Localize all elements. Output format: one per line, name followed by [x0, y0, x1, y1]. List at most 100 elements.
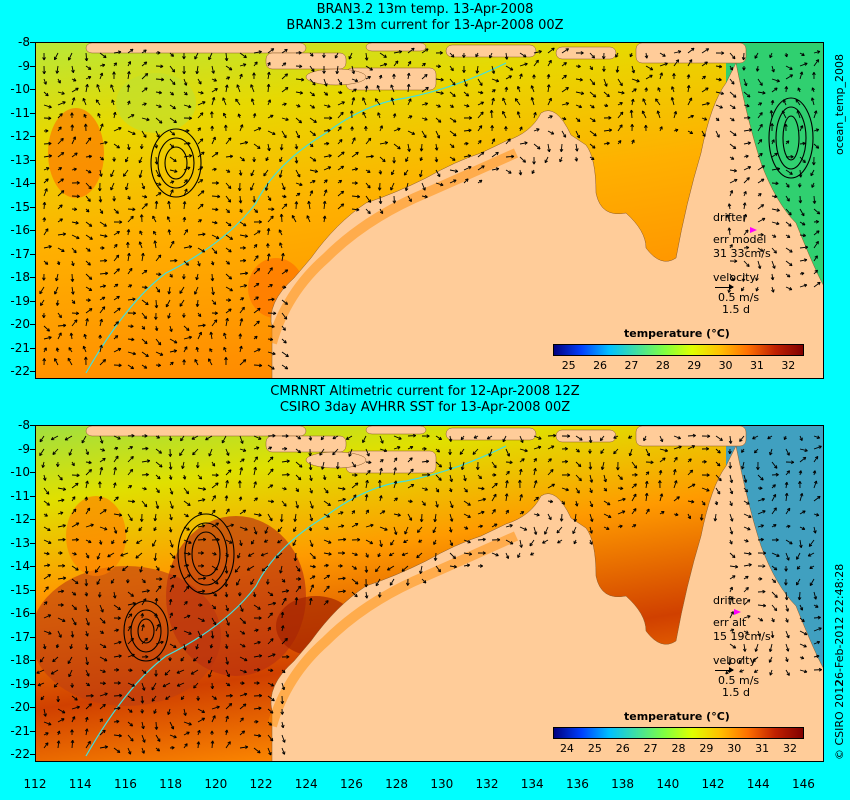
top-y-tick: -13	[0, 154, 35, 166]
top-err-label: err model	[713, 233, 767, 246]
top-coastal-warm	[267, 148, 519, 345]
x-tick: 112	[23, 777, 47, 791]
bottom-eddy	[123, 600, 169, 662]
x-tick: 118	[159, 777, 183, 791]
top-title-line2: BRAN3.2 13m current for 13-Apr-2008 00Z	[286, 18, 564, 33]
x-tick: 122	[249, 777, 273, 791]
velocity-arrow-icon	[715, 284, 734, 290]
top-drifter-label: drifter	[713, 211, 747, 224]
top-eddy	[775, 106, 807, 170]
top-eddy	[150, 128, 202, 198]
x-tick: 138	[611, 777, 635, 791]
top-y-tick: -8	[0, 36, 35, 48]
bottom-coastal-warm	[267, 531, 519, 728]
bottom-err-value: 15 19cm/s	[713, 630, 771, 643]
bottom-eddy	[191, 531, 221, 577]
colorbar-tick: 25	[587, 742, 602, 755]
colorbar-tick: 32	[781, 359, 796, 372]
colorbar-tick: 32	[783, 742, 798, 755]
colorbar-tick: 26	[593, 359, 608, 372]
colorbar-tick: 28	[671, 742, 686, 755]
top-eddy	[164, 146, 188, 180]
top-current-vectors	[39, 47, 821, 370]
bottom-sst-patch	[66, 496, 126, 576]
top-y-tick: -20	[0, 318, 35, 330]
bottom-y-tick: -16	[0, 607, 35, 619]
top-y-tick: -16	[0, 224, 35, 236]
bottom-australia-land	[270, 445, 823, 761]
top-y-tick: -17	[0, 248, 35, 260]
bottom-island	[305, 451, 367, 469]
x-tick: 142	[701, 777, 725, 791]
bottom-y-tick: -21	[0, 725, 35, 737]
top-err-value: 31 33cm/s	[713, 247, 771, 260]
colorbar-tick: 26	[615, 742, 630, 755]
top-sst-patch	[116, 73, 196, 133]
bottom-y-tick: -10	[0, 466, 35, 478]
x-tick: 128	[385, 777, 409, 791]
x-tick: 130	[430, 777, 454, 791]
colorbar-tick: 30	[718, 359, 733, 372]
bottom-eddy	[137, 618, 155, 644]
top-island	[265, 52, 347, 70]
top-island	[365, 43, 427, 52]
top-island	[555, 46, 617, 60]
bottom-velocity-scale: 0.5 m/s	[718, 674, 760, 687]
bottom-y-tick: -12	[0, 513, 35, 525]
colorbar-tick: 31	[755, 742, 770, 755]
bottom-y-tick: -13	[0, 537, 35, 549]
bottom-map-panel: drifter err alt 15 19cm/s velocity 0.5 m…	[35, 425, 824, 762]
top-velocity-time: 1.5 d	[722, 303, 750, 316]
x-tick: 134	[520, 777, 544, 791]
top-eddy	[782, 115, 800, 161]
colorbar-tick: 29	[687, 359, 702, 372]
bottom-y-tick: -9	[0, 443, 35, 455]
top-y-tick: -12	[0, 130, 35, 142]
bottom-err-label: err alt	[713, 616, 747, 629]
top-eddy	[768, 97, 814, 179]
top-bathymetry-contour	[85, 62, 507, 374]
top-island	[85, 43, 307, 54]
drifter-marker-icon	[750, 227, 757, 233]
colorbar-tick: 28	[655, 359, 670, 372]
colorbar-tick: 31	[749, 359, 764, 372]
top-island	[635, 43, 747, 64]
top-australia-land	[270, 62, 823, 378]
colorbar-tick: 29	[699, 742, 714, 755]
x-tick: 120	[204, 777, 228, 791]
x-tick: 144	[746, 777, 770, 791]
bottom-title-line2: CSIRO 3day AVHRR SST for 13-Apr-2008 00Z	[279, 400, 571, 415]
x-tick: 140	[656, 777, 680, 791]
bottom-eddy	[130, 609, 162, 653]
top-island	[305, 68, 367, 86]
top-y-tick: -15	[0, 201, 35, 213]
bottom-title-line1: CMRNRT Altimetric current for 12-Apr-200…	[270, 384, 580, 399]
x-tick: 124	[294, 777, 318, 791]
top-sst-map	[36, 43, 823, 378]
colorbar-tick: 24	[559, 742, 574, 755]
top-colorbar	[553, 344, 804, 356]
top-map-panel: drifter err model 31 33cm/s velocity 0.5…	[35, 42, 824, 379]
bottom-eddy	[184, 522, 228, 586]
top-y-tick: -19	[0, 295, 35, 307]
top-y-tick: -21	[0, 342, 35, 354]
bottom-y-tick: -11	[0, 490, 35, 502]
bottom-velocity-time: 1.5 d	[722, 686, 750, 699]
bottom-current-vectors	[36, 433, 822, 756]
bottom-y-tick: -8	[0, 419, 35, 431]
x-tick: 136	[565, 777, 589, 791]
top-y-tick: -18	[0, 271, 35, 283]
x-tick: 116	[113, 777, 137, 791]
colorbar-tick: 27	[643, 742, 658, 755]
bottom-y-tick: -22	[0, 748, 35, 760]
bottom-drifter-label: drifter	[713, 594, 747, 607]
top-side-label: ocean_temp_2008	[833, 53, 846, 155]
top-y-tick: -10	[0, 83, 35, 95]
bottom-island	[445, 427, 537, 441]
top-y-tick: -14	[0, 177, 35, 189]
bottom-side-copyright: © CSIRO 2012	[833, 679, 846, 760]
bottom-y-tick: -19	[0, 678, 35, 690]
bottom-side-date: 26-Feb-2012 22:48:28	[833, 563, 846, 686]
bottom-y-tick: -20	[0, 701, 35, 713]
colorbar-tick: 27	[624, 359, 639, 372]
